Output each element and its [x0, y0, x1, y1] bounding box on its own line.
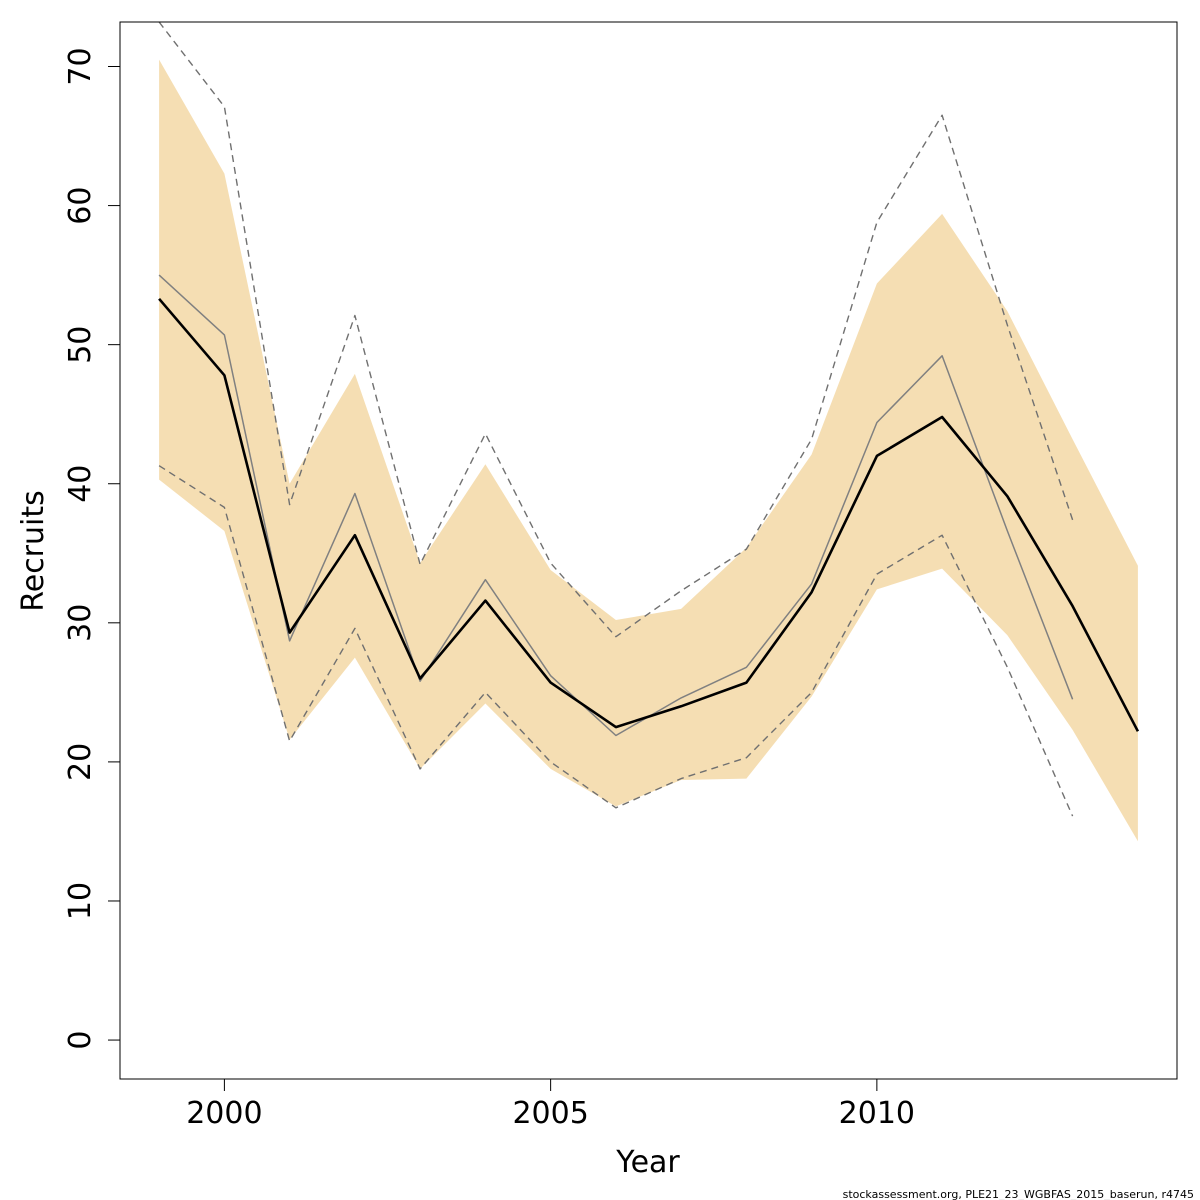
x-tick-label: 2010	[839, 1096, 915, 1131]
y-axis: 0 10 20 30 40 50 60 70	[63, 47, 120, 1050]
y-tick-label: 60	[63, 187, 98, 225]
retro-estimate-line	[158, 274, 1074, 737]
x-axis: 2000 2005 2010	[186, 1079, 915, 1131]
y-tick-label: 20	[63, 743, 98, 781]
upper-dashed-line	[158, 21, 1074, 638]
y-tick-label: 30	[63, 604, 98, 642]
y-tick-label: 0	[63, 1031, 98, 1050]
y-tick-label: 70	[63, 47, 98, 85]
lower-dashed-line	[158, 465, 1074, 817]
x-tick-label: 2005	[512, 1096, 588, 1131]
estimate-line	[158, 297, 1140, 732]
y-tick-label: 10	[63, 882, 98, 920]
footer-note: stockassessment.org, PLE21_23_WGBFAS_201…	[843, 1188, 1194, 1200]
x-axis-title: Year	[615, 1145, 680, 1180]
confidence-band	[159, 59, 1138, 842]
plot-frame	[119, 21, 1178, 1080]
y-tick-label: 50	[63, 326, 98, 364]
y-axis-title: Recruits	[16, 490, 51, 612]
x-tick-label: 2000	[186, 1096, 262, 1131]
y-tick-label: 40	[63, 465, 98, 503]
